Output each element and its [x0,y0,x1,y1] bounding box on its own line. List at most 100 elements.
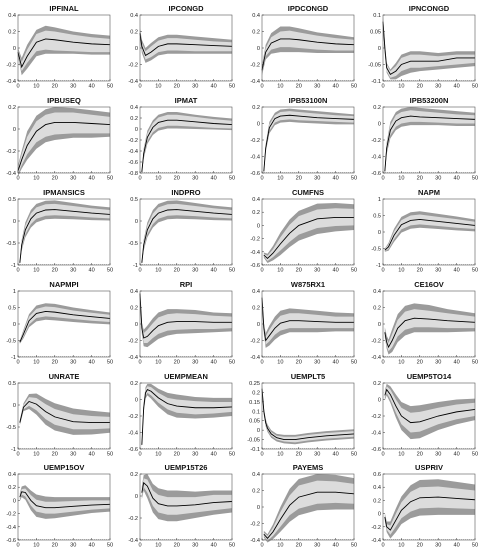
panel-title: IPFINAL [49,4,79,13]
y-tick-label: 0 [135,494,138,500]
x-tick-label: 0 [260,176,263,182]
x-tick-label: 30 [192,176,198,182]
x-tick-label: 10 [33,543,39,549]
x-tick-label: 50 [351,176,357,182]
band-68 [263,208,354,262]
y-tick-label: 0.2 [130,30,138,36]
x-tick-label: 40 [210,268,216,274]
y-tick-label: -0.2 [128,339,138,345]
y-tick-label: 0.4 [252,197,260,203]
x-tick-label: 20 [417,543,423,549]
x-tick-label: 20 [296,84,302,90]
x-tick-label: 30 [435,360,441,366]
x-tick-label: 40 [210,176,216,182]
y-tick-label: -0.5 [6,339,16,345]
median-line [384,115,476,172]
x-tick-label: 40 [210,543,216,549]
x-tick-label: 20 [174,84,180,90]
y-tick-label: 0.2 [8,105,16,111]
x-tick-label: 20 [296,268,302,274]
panel-title: UEMPMEAN [164,372,208,381]
x-tick-label: 40 [332,176,338,182]
y-tick-label: -0.2 [250,63,260,69]
y-tick-label: 0.5 [130,197,138,203]
x-tick-label: 20 [417,84,423,90]
band-68 [140,291,232,343]
y-tick-label: -0.4 [250,250,260,256]
panel-title: PAYEMS [293,463,323,472]
median-line [261,388,355,441]
y-tick-label: -0.2 [250,522,260,528]
y-tick-label: -0.4 [371,431,381,437]
band-90 [262,384,354,445]
x-tick-label: 0 [16,268,19,274]
panel-uspriv: 0 10 20 30 40 50 -0.4 -0.2 0 0.2 0.4 0.6 USPRIV [371,463,478,549]
median-line [263,217,354,260]
panel-title: INDPRO [171,188,200,197]
x-tick-label: 0 [138,84,141,90]
panel-indpro: 0 10 20 30 40 50 -1 -0.5 0 0.5 INDPRO [128,188,235,274]
x-tick-label: 30 [435,452,441,458]
panel-ipcongd: 0 10 20 30 40 50 -0.4 -0.2 0 0.2 0.4 IPCONGD [128,4,235,90]
x-tick-label: 0 [16,452,19,458]
y-tick-label: -0.4 [128,538,138,544]
y-tick-label: -0.6 [371,447,381,453]
x-tick-label: 50 [107,452,113,458]
y-tick-label: 0.2 [252,30,260,36]
x-tick-label: 20 [296,543,302,549]
panel-ipmansics: 0 10 20 30 40 50 -1 -0.5 0 0.5 IPMANSICS [6,188,113,274]
x-tick-label: 30 [70,176,76,182]
y-tick-label: -1 [11,447,16,453]
x-tick-label: 0 [260,360,263,366]
x-tick-label: 30 [314,360,320,366]
y-tick-label: 0.4 [8,472,16,478]
panel-title: USPRIV [415,463,443,472]
median-line [261,38,355,71]
panel-title: IPB53100N [289,96,328,105]
x-tick-label: 10 [33,452,39,458]
x-tick-label: 40 [453,268,459,274]
axes-frame [17,473,111,541]
x-tick-label: 50 [229,84,235,90]
x-tick-label: 0 [260,543,263,549]
median-line [382,21,475,76]
x-tick-label: 20 [52,84,58,90]
x-tick-label: 0 [260,84,263,90]
axes-frame [17,382,111,450]
plot-area [18,291,110,357]
x-tick-label: 0 [260,452,263,458]
y-tick-label: 0.15 [249,400,260,406]
x-tick-label: 30 [435,543,441,549]
x-tick-label: 10 [277,360,283,366]
x-tick-label: 40 [453,176,459,182]
y-tick-label: 0.4 [130,289,138,295]
x-tick-label: 20 [52,360,58,366]
panel-title: RPI [180,280,193,289]
y-tick-label: 0.2 [130,472,138,478]
y-tick-label: 0 [13,322,16,328]
x-tick-label: 0 [16,176,19,182]
x-tick-label: 50 [351,84,357,90]
x-tick-label: 50 [472,360,478,366]
panel-cumfns: 0 10 20 30 40 50 -0.6 -0.4 -0.2 0 0.2 0.4 CUMFNS [250,188,357,274]
panel-ipbuseq: 0 10 20 30 40 50 -0.4 -0.2 0 0.2 IPBUSEQ [6,96,113,182]
x-tick-label: 50 [472,84,478,90]
x-tick-label: 40 [88,543,94,549]
x-tick-label: 10 [155,543,161,549]
x-tick-label: 0 [381,268,384,274]
panel-title: UEMP15OV [44,463,85,472]
y-tick-label: 0.5 [8,306,16,312]
x-tick-label: 30 [435,268,441,274]
y-tick-label: 0.1 [373,13,381,19]
band-68 [263,111,354,173]
x-tick-label: 20 [296,452,302,458]
median-line [141,389,233,445]
x-tick-label: 0 [381,452,384,458]
median-line [19,491,111,509]
median-line [384,496,476,531]
panel-uemplt5: 0 10 20 30 40 50 -0.1 -0.05 0 0.05 0.1 0.15 0.2 0.25 U… [247,372,357,458]
y-tick-label: 0.2 [252,489,260,495]
panel-title: UEMPLT5 [291,372,325,381]
y-tick-label: -0.5 [128,241,138,247]
